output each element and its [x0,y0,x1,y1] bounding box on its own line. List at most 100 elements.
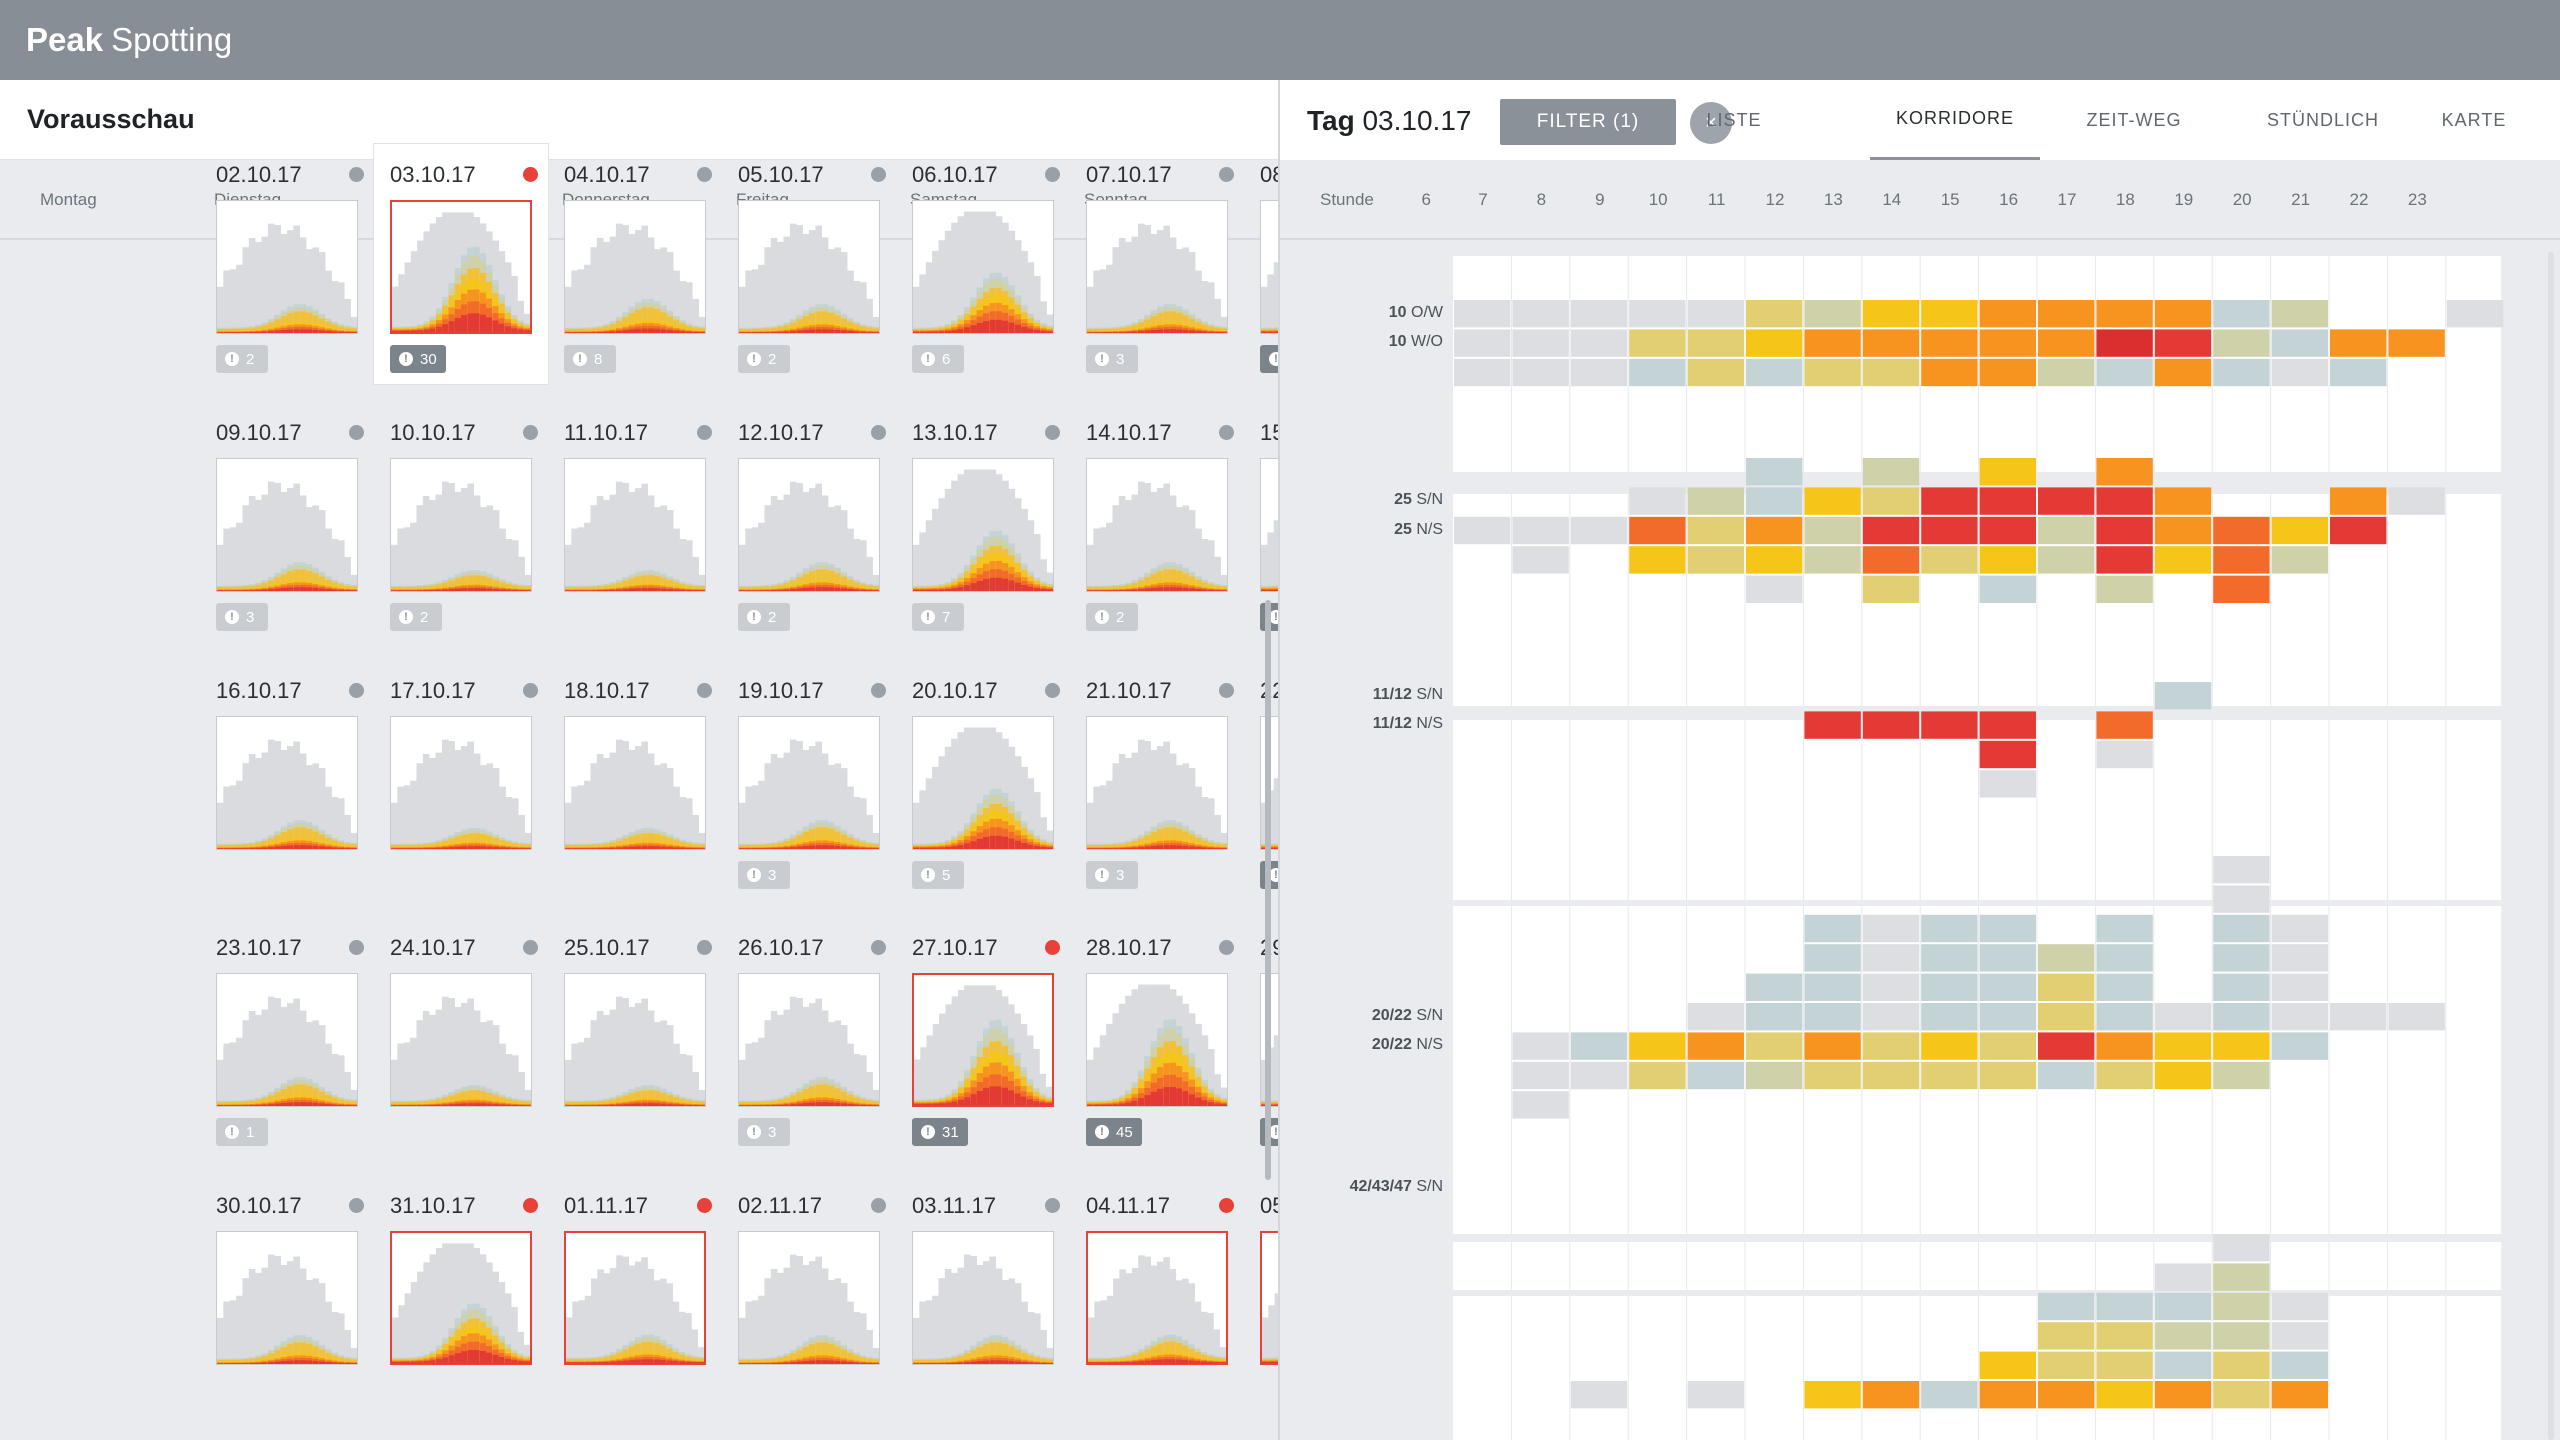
day-cell-03.11.17[interactable]: 03.11.17 [896,1175,1070,1415]
corridor-cell [1921,300,1978,328]
tab-zeit-weg[interactable]: ZEIT-WEG [2086,109,2182,130]
day-date: 18.10.17 [564,678,650,703]
peak-count-badge: ! 31 [912,1118,968,1146]
day-cell-04.11.17[interactable]: 04.11.17 [1070,1175,1244,1415]
corridor-cell [1804,1061,1861,1090]
status-dot-icon [1219,167,1234,182]
day-load-chart-svg [1087,739,1227,849]
corridor-cell [2271,944,2328,972]
corridor-cell [2330,329,2387,357]
corridor-cell [2213,1322,2270,1350]
day-cell-24.10.17[interactable]: 24.10.17 [374,917,548,1157]
day-cell-11.10.17[interactable]: 11.10.17 [548,402,722,642]
day-cell-12.10.17[interactable]: 12.10.17! 2 [722,402,896,642]
tab-stündlich[interactable]: STÜNDLICH [2266,109,2379,130]
hour-label-20: 20 [2232,190,2252,209]
corridor-cell [2038,516,2095,545]
corridor-cell [1862,1381,1920,1409]
day-cell-31.10.17[interactable]: 31.10.17 [374,1175,548,1415]
corridor-section-bg [1453,720,2502,900]
status-dot-icon [1219,683,1234,698]
calendar-scrollbar[interactable] [1265,600,1271,1180]
day-load-chart-svg [913,727,1053,849]
info-icon: ! [1095,868,1109,882]
day-cell-05.10.17[interactable]: 05.10.17! 2 [722,144,896,384]
day-date: 10.10.17 [390,420,476,445]
corridor-cell [1862,329,1920,357]
day-cell-20.10.17[interactable]: 20.10.17! 5 [896,660,1070,900]
corridor-cell [1687,516,1744,545]
detail-scrollbar[interactable] [2548,252,2554,1440]
day-cell-23.10.17[interactable]: 23.10.17! 1 [200,917,374,1157]
corridor-cell [1921,516,1978,545]
corridor-cell [1804,516,1861,545]
day-cell-02.10.17[interactable]: 02.10.17! 2 [200,144,374,384]
corridor-number: 10 [1388,304,1407,321]
corridor-cell [2038,973,2095,1001]
day-cell-02.11.17[interactable]: 02.11.17 [722,1175,896,1415]
corridor-cell [1921,487,1978,515]
tab-liste[interactable]: LISTE [1706,109,1762,130]
corridor-cell [1512,1061,1569,1090]
corridor-cell [2154,682,2212,710]
status-dot-icon [871,425,886,440]
brand-suffix: Spotting [111,21,233,58]
day-cell-26.10.17[interactable]: 26.10.17! 3 [722,917,896,1157]
day-load-chart-svg [1087,481,1227,591]
corridor-cell [1512,358,1569,387]
corridor-cell [2038,1322,2095,1350]
day-date: 03.11.17 [912,1193,997,1218]
day-cell-01.11.17[interactable]: 01.11.17 [548,1175,722,1415]
clear-filter-icon[interactable]: × [1690,102,1732,144]
day-cell-25.10.17[interactable]: 25.10.17 [548,917,722,1157]
day-cell-06.10.17[interactable]: 06.10.17! 6 [896,144,1070,384]
corridor-cell [2154,358,2212,387]
day-cell-10.10.17[interactable]: 10.10.17! 2 [374,402,548,642]
hour-label-21: 21 [2291,190,2311,209]
day-cell-13.10.17[interactable]: 13.10.17! 7 [896,402,1070,642]
filter-button[interactable]: FILTER (1) [1500,99,1676,145]
day-cell-21.10.17[interactable]: 21.10.17! 3 [1070,660,1244,900]
corridor-cell [1979,329,2036,357]
corridor-cell [2213,1292,2270,1321]
status-dot-icon [697,167,712,182]
corridor-cell [2154,546,2212,574]
day-cell-07.10.17[interactable]: 07.10.17! 3 [1070,144,1244,384]
tab-karte[interactable]: KARTE [2441,109,2507,130]
corridor-cell [1862,458,1920,486]
day-cell-16.10.17[interactable]: 16.10.17 [200,660,374,900]
status-dot-icon [697,425,712,440]
corridor-cell [2213,1351,2270,1379]
hour-label-8: 8 [1536,190,1547,209]
day-cell-04.10.17[interactable]: 04.10.17! 8 [548,144,722,384]
corridor-cell [2271,546,2328,574]
day-cell-27.10.17[interactable]: 27.10.17! 31 [896,917,1070,1157]
peak-count-badge: ! 5 [912,861,964,889]
tab-korridore[interactable]: KORRIDORE [1870,80,2040,160]
day-cell-28.10.17[interactable]: 28.10.17! 45 [1070,917,1244,1157]
peak-count: 3 [768,866,777,884]
day-load-chart [564,200,706,334]
day-cell-19.10.17[interactable]: 19.10.17! 3 [722,660,896,900]
corridor-label: 11/12 N/S [1293,715,1443,733]
corridor-cell [1862,575,1920,603]
day-cell-09.10.17[interactable]: 09.10.17! 3 [200,402,374,642]
corridor-cell [1979,1381,2036,1409]
day-cell-17.10.17[interactable]: 17.10.17 [374,660,548,900]
corridor-cell [1979,711,2036,739]
peak-count: 3 [246,608,255,626]
day-cell-18.10.17[interactable]: 18.10.17 [548,660,722,900]
hour-label-14: 14 [1882,190,1902,209]
day-date: 06.10.17 [912,162,998,187]
corridor-cell [2213,1381,2270,1409]
hour-label-15: 15 [1940,190,1960,209]
day-cell-03.10.17[interactable]: 03.10.17! 30 [374,144,548,384]
day-cell-30.10.17[interactable]: 30.10.17 [200,1175,374,1415]
info-icon: ! [1095,1125,1109,1139]
day-cell-14.10.17[interactable]: 14.10.17! 2 [1070,402,1244,642]
brand-name: Peak [26,21,104,58]
info-icon: ! [225,610,239,624]
day-detail-panel: Tag 03.10.17 FILTER (1) × LISTE KORRIDORE… [1280,80,2560,1440]
corridor-cell [2446,300,2504,328]
corridor-cell [2096,944,2153,972]
